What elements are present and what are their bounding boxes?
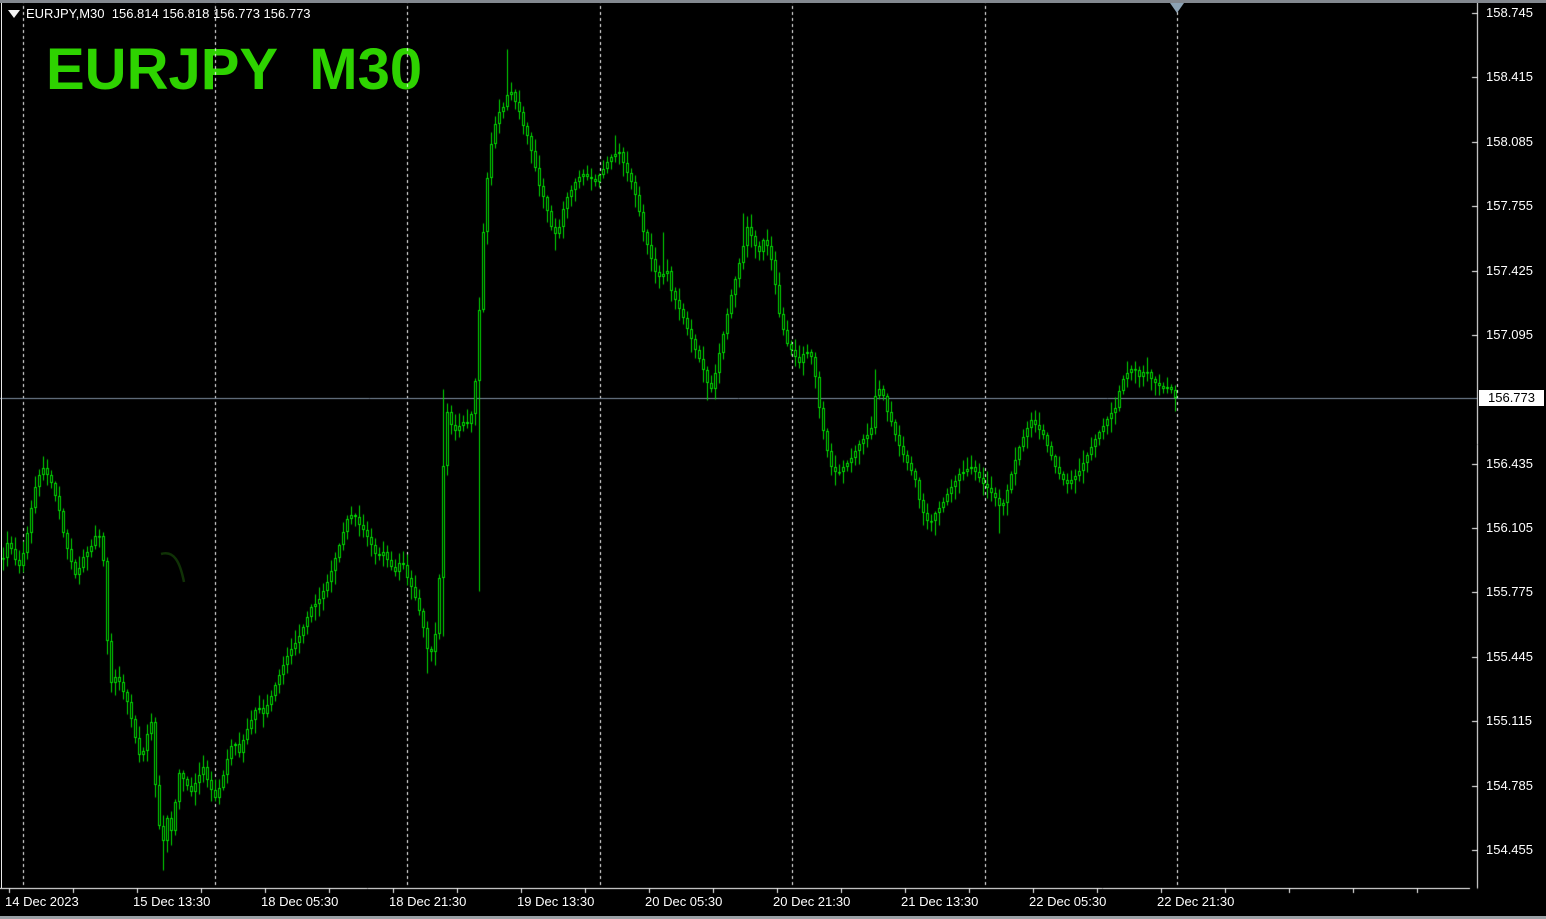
current-price-box: 156.773 <box>1479 390 1544 406</box>
time-axis-label: 19 Dec 13:30 <box>517 894 595 909</box>
quote-dropdown-icon[interactable] <box>8 10 20 18</box>
price-axis-label: 155.115 <box>1486 713 1533 728</box>
time-axis-label: 20 Dec 05:30 <box>645 894 723 909</box>
window-bottom-border <box>0 916 1546 919</box>
time-axis-label: 22 Dec 05:30 <box>1029 894 1107 909</box>
price-axis-label: 155.445 <box>1486 649 1533 664</box>
price-axis-label: 156.435 <box>1486 456 1533 471</box>
time-axis-label: 22 Dec 21:30 <box>1157 894 1235 909</box>
time-axis[interactable] <box>0 889 1477 916</box>
time-axis-label: 14 Dec 2023 <box>5 894 79 909</box>
faint-chart-scribble <box>160 552 186 583</box>
price-axis-label: 154.455 <box>1486 842 1533 857</box>
time-axis-label: 18 Dec 21:30 <box>389 894 467 909</box>
price-axis-label: 156.105 <box>1486 520 1533 535</box>
price-axis-label: 157.425 <box>1486 263 1533 278</box>
price-axis-label: 154.785 <box>1486 778 1533 793</box>
time-axis-label: 21 Dec 13:30 <box>901 894 979 909</box>
price-axis-label: 157.755 <box>1486 198 1533 213</box>
price-axis-label: 155.775 <box>1486 584 1533 599</box>
price-axis-label: 157.095 <box>1486 327 1533 342</box>
ohlc-quote-line: EURJPY,M30 156.814 156.818 156.773 156.7… <box>26 6 311 21</box>
shift-marker-icon[interactable] <box>1170 3 1184 13</box>
price-axis-label: 158.085 <box>1486 134 1533 149</box>
chart-left-border <box>1 3 2 888</box>
price-axis-label: 158.745 <box>1486 5 1533 20</box>
time-axis-label: 20 Dec 21:30 <box>773 894 851 909</box>
time-axis-label: 18 Dec 05:30 <box>261 894 339 909</box>
time-axis-label: 15 Dec 13:30 <box>133 894 211 909</box>
price-axis-label: 158.415 <box>1486 69 1533 84</box>
window-top-border <box>0 0 1546 3</box>
